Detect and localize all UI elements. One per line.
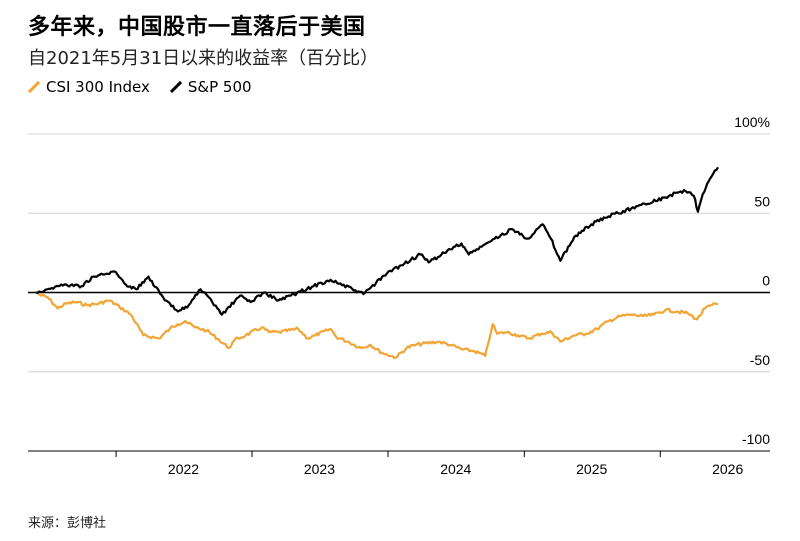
chart-title: 多年来，中国股市一直落后于美国 — [28, 15, 366, 40]
legend: CSI 300 Index S&P 500 — [28, 78, 252, 96]
y-tick-label: 50 — [754, 193, 770, 209]
source-note: 来源：彭博社 — [28, 516, 107, 531]
y-tick-label: -100 — [742, 431, 770, 447]
series-line-sp-500 — [35, 166, 719, 316]
x-tick-label: 2024 — [440, 461, 471, 477]
legend-swatch-spx — [169, 81, 182, 93]
y-tick-label: 0 — [762, 273, 770, 289]
y-tick-label: 100% — [734, 114, 770, 130]
legend-swatch-csi — [28, 81, 40, 93]
legend-item-spx: S&P 500 — [169, 78, 252, 96]
x-tick-label: 2023 — [304, 461, 335, 477]
chart-subtitle: 自2021年5月31日以来的收益率（百分比） — [28, 48, 379, 69]
legend-label-csi: CSI 300 Index — [46, 78, 150, 96]
series-line-csi-300 — [35, 291, 719, 360]
x-tick-label: 2025 — [576, 461, 607, 477]
x-tick-label: 2026 — [712, 461, 743, 477]
y-tick-label: -50 — [750, 352, 770, 368]
x-tick-label: 2022 — [168, 461, 199, 477]
legend-item-csi: CSI 300 Index — [28, 78, 150, 96]
legend-label-spx: S&P 500 — [187, 78, 252, 96]
